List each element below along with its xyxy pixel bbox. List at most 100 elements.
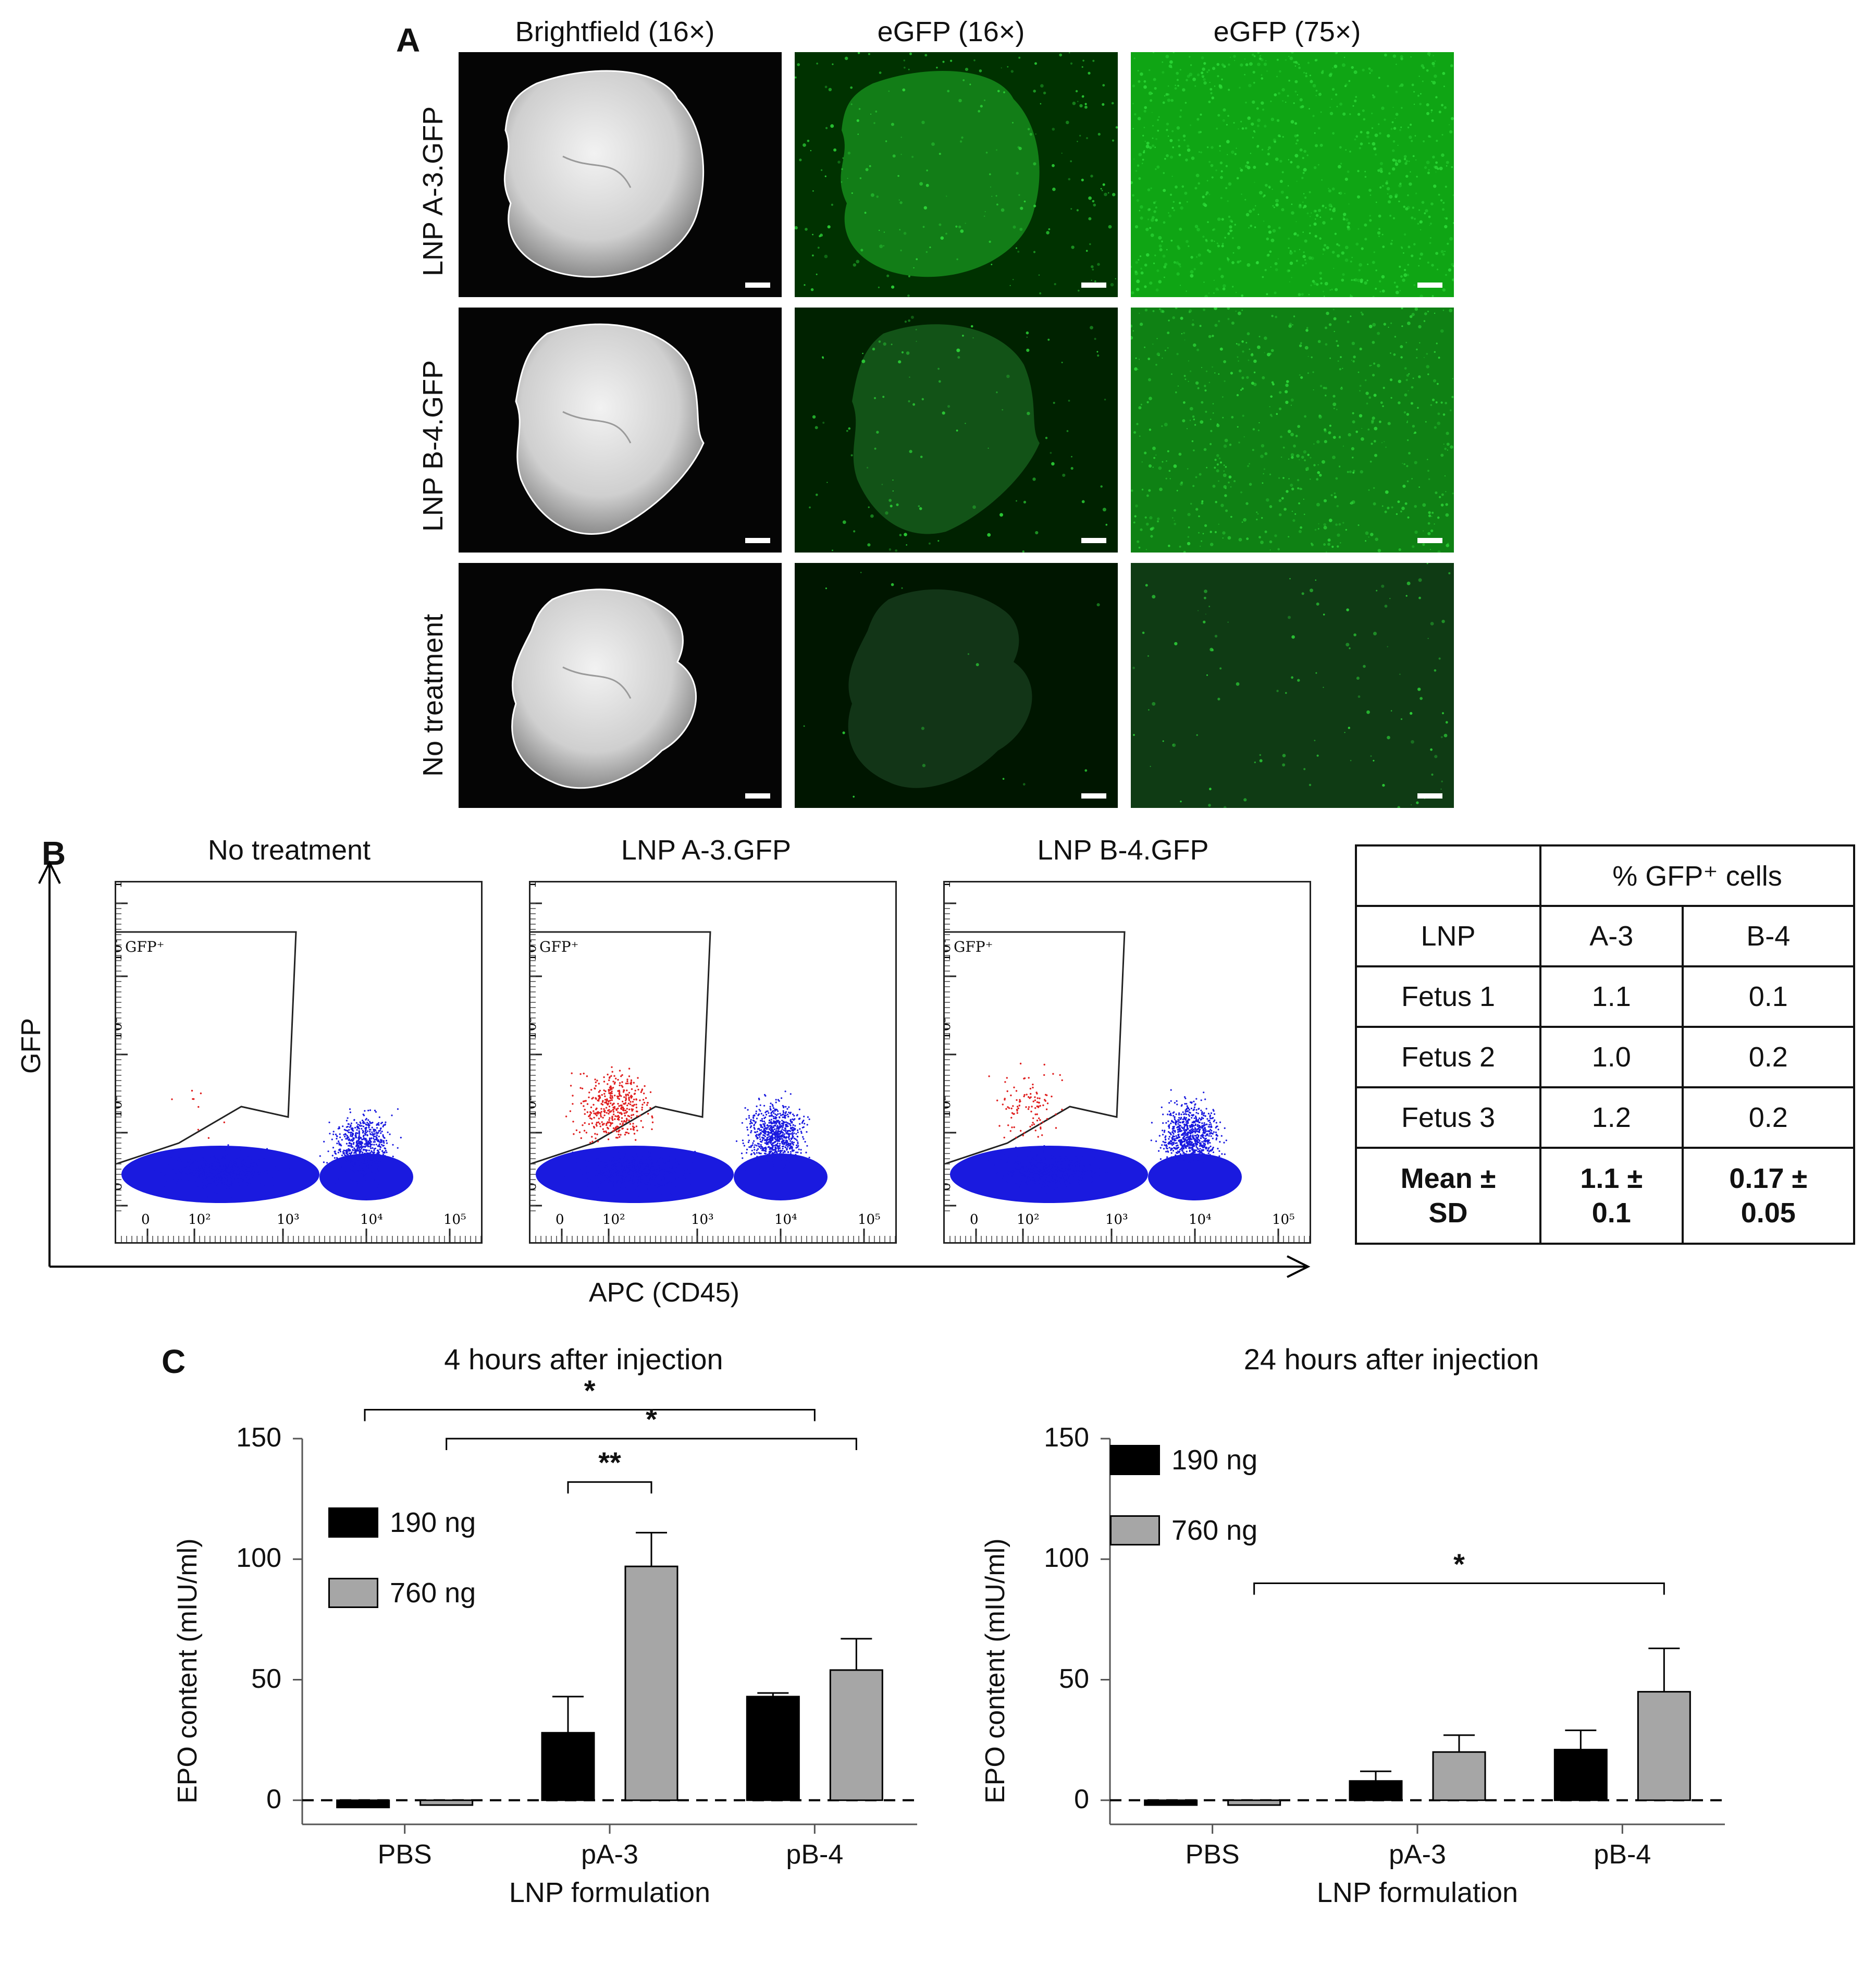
- flow-x-tick-label: 10²: [602, 1212, 625, 1228]
- gate-label-lnp-b4: GFP⁺: [954, 938, 993, 955]
- legend-item: 760 ng: [1110, 1514, 1257, 1547]
- bar-chart-svg: [293, 1409, 917, 1834]
- y-tick-label: 0: [1074, 1784, 1089, 1814]
- micrograph-tile: [795, 563, 1118, 808]
- x-axis-title: LNP formulation: [1316, 1877, 1519, 1908]
- scale-bar: [745, 283, 770, 288]
- significance-star: *: [646, 1403, 657, 1436]
- table-summary-a3: 1.1 ±0.1: [1539, 1147, 1684, 1245]
- legend-item: 190 ng: [1110, 1444, 1257, 1476]
- chart-title: 24 hours after injection: [1243, 1343, 1539, 1376]
- table-cell: Fetus 2: [1355, 1026, 1541, 1088]
- bar-chart-svg: [1101, 1438, 1725, 1834]
- category-label: PBS: [1185, 1839, 1240, 1870]
- flow-title-no-treatment: No treatment: [207, 835, 371, 866]
- y-tick-label: 50: [1059, 1663, 1089, 1694]
- table-summary-label: Mean ± SD: [1355, 1147, 1541, 1245]
- bar: [419, 1799, 474, 1806]
- scale-bar: [1081, 793, 1106, 799]
- flow-x-tick-label: 0: [970, 1212, 979, 1228]
- category-label: pB-4: [786, 1839, 844, 1870]
- significance-bracket: [364, 1409, 816, 1421]
- scale-bar: [745, 538, 770, 543]
- panel-a-letter: A: [396, 21, 421, 59]
- bar: [1227, 1799, 1281, 1806]
- category-label: pA-3: [581, 1839, 638, 1870]
- category-label: PBS: [377, 1839, 432, 1870]
- row-label-lnp-b4: LNP B-4.GFP: [417, 360, 449, 532]
- category-label: pA-3: [1389, 1839, 1446, 1870]
- flow-y-axis-title: GFP: [16, 1018, 46, 1074]
- legend-swatch: [1110, 1445, 1160, 1475]
- col-title-egfp-16x: eGFP (16×): [877, 16, 1025, 47]
- flow-x-tick-label: 10²: [1017, 1212, 1040, 1228]
- x-axis-title: LNP formulation: [509, 1877, 711, 1908]
- col-title-brightfield: Brightfield (16×): [515, 16, 715, 47]
- row-label-no-treatment: No treatment: [417, 614, 449, 777]
- micrograph-tile: [795, 308, 1118, 553]
- legend-swatch: [1110, 1515, 1160, 1545]
- micrograph-tile: [795, 52, 1118, 297]
- y-axis-title: EPO content (mIU/ml): [980, 1538, 1010, 1803]
- gate-label-no-treatment: GFP⁺: [125, 938, 165, 955]
- flow-x-tick-label: 10³: [1105, 1212, 1128, 1228]
- micrograph-tile: [1131, 52, 1454, 297]
- category-label: pB-4: [1594, 1839, 1651, 1870]
- flow-x-tick-label: 10⁴: [774, 1212, 797, 1228]
- table-cell: 1.2: [1539, 1086, 1684, 1149]
- y-tick-label: 150: [236, 1422, 281, 1453]
- significance-star: *: [1453, 1547, 1465, 1580]
- table-cell: 0.2: [1681, 1086, 1855, 1149]
- flow-axes-arrows: [38, 860, 1311, 1278]
- legend-swatch: [328, 1507, 378, 1538]
- table-cell: 0.1: [1681, 965, 1855, 1028]
- gfp-percent-table: % GFP⁺ cells LNP A-3 B-4 Fetus 1 1.1 0.1…: [1355, 844, 1855, 1245]
- chart-title: 4 hours after injection: [444, 1343, 723, 1376]
- scale-bar: [1417, 283, 1442, 288]
- table-summary-b4: 0.17 ±0.05: [1681, 1147, 1855, 1245]
- table-cell: 0.2: [1681, 1026, 1855, 1088]
- flow-x-tick-label: 10⁴: [1189, 1212, 1212, 1228]
- flow-plot-lnp-b4: 010²10³10⁴10⁵010²10³10⁴10⁵: [943, 881, 1311, 1244]
- bar: [1144, 1799, 1198, 1806]
- bar: [1349, 1780, 1403, 1801]
- flow-x-tick-label: 10⁵: [443, 1212, 466, 1228]
- scale-bar: [1081, 538, 1106, 543]
- flow-x-axis-title: APC (CD45): [589, 1278, 739, 1308]
- bar: [541, 1732, 595, 1801]
- y-tick-label: 100: [236, 1543, 281, 1574]
- legend-label: 760 ng: [390, 1577, 476, 1609]
- table-row: Fetus 2 1.0 0.2: [1355, 1026, 1855, 1088]
- bar: [829, 1669, 883, 1801]
- table-cell: 1.0: [1539, 1026, 1684, 1088]
- flow-plot-lnp-a3: 010²10³10⁴10⁵010²10³10⁴10⁵: [529, 881, 897, 1244]
- significance-star: **: [598, 1446, 621, 1479]
- table-col-b4: B-4: [1681, 905, 1855, 967]
- table-cell: Fetus 1: [1355, 965, 1541, 1028]
- scale-bar: [1417, 538, 1442, 543]
- flow-plot-no-treatment: 010²10³10⁴10⁵010²10³10⁴10⁵: [115, 881, 483, 1244]
- bar: [624, 1565, 678, 1801]
- flow-x-tick-label: 10³: [691, 1212, 714, 1228]
- flow-title-lnp-b4: LNP B-4.GFP: [1037, 835, 1209, 866]
- table-cell: Fetus 3: [1355, 1086, 1541, 1149]
- col-title-egfp-75x: eGFP (75×): [1213, 16, 1361, 47]
- panel-c-letter: C: [162, 1343, 186, 1380]
- table-cell: 1.1: [1539, 965, 1684, 1028]
- gate-label-lnp-a3: GFP⁺: [539, 938, 579, 955]
- table-summary-row: Mean ± SD 1.1 ±0.1 0.17 ±0.05: [1355, 1147, 1855, 1245]
- y-tick-label: 50: [251, 1663, 281, 1694]
- bar: [336, 1799, 390, 1809]
- table-col-lnp: LNP: [1355, 905, 1541, 967]
- bar: [1432, 1751, 1486, 1801]
- scale-bar: [1081, 283, 1106, 288]
- bar: [1553, 1749, 1608, 1801]
- y-axis-title: EPO content (mIU/ml): [172, 1538, 203, 1803]
- significance-bracket: [1253, 1582, 1665, 1595]
- legend-swatch: [328, 1578, 378, 1608]
- y-tick-label: 0: [266, 1784, 281, 1814]
- row-label-lnp-a3: LNP A-3.GFP: [417, 106, 449, 276]
- micrograph-tile: [459, 563, 782, 808]
- bar: [1637, 1691, 1691, 1801]
- table-corner-cell: [1355, 844, 1541, 907]
